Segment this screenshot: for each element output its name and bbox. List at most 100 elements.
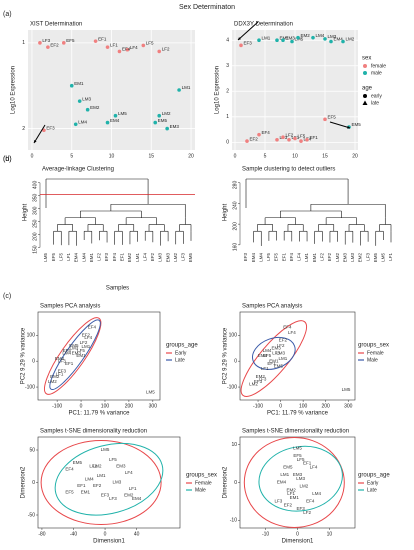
point-label: EF2 xyxy=(250,136,259,141)
point-label: LM5 xyxy=(293,446,302,451)
point-label: LF1 xyxy=(287,491,295,496)
x-tick-label: 0 xyxy=(104,531,107,537)
point xyxy=(323,118,327,122)
y-tick-label: 150 xyxy=(32,245,38,254)
point-label: LF1 xyxy=(129,486,137,491)
y-tick-label: 0 xyxy=(234,480,237,486)
y-tick-label: 200 xyxy=(32,232,38,241)
point xyxy=(70,84,74,88)
leaf-label: EM2 xyxy=(127,253,132,263)
point-label: EF5 xyxy=(65,489,74,494)
panel-letter: (d) xyxy=(3,156,12,163)
y-tick-label: 400 xyxy=(32,181,38,190)
point xyxy=(257,38,261,42)
plot-panel xyxy=(240,437,355,528)
leaf-label: LM5 xyxy=(43,253,48,262)
y-tick-label: 240 xyxy=(232,201,238,210)
point-label: EM5 xyxy=(274,364,284,369)
leaf-label: EM3 xyxy=(342,253,347,263)
chart-title: DDX3Y Determination xyxy=(234,22,293,28)
chart-title: Sample clustering to detect outliers xyxy=(242,167,335,173)
point xyxy=(62,41,66,45)
y-axis-label: Dimension2 xyxy=(223,466,229,498)
leaf-label: LF4 xyxy=(297,253,302,261)
point-label: LM2 xyxy=(249,382,258,387)
x-axis-label: PC1: 11.79 % variance xyxy=(267,411,329,417)
point-label: LF4 xyxy=(125,470,133,475)
leaf-label: LF1 xyxy=(388,253,393,261)
y-tick-label: -100 xyxy=(227,384,237,390)
point-label: LM3 xyxy=(296,476,305,481)
leaf-label: LF5 xyxy=(58,253,63,261)
point-label: LF1 xyxy=(261,366,269,371)
point-label: LM5 xyxy=(101,447,110,452)
x-tick-label: 20 xyxy=(352,153,358,159)
legend-title: groups_age xyxy=(358,473,390,479)
legend-label: Early xyxy=(175,350,187,356)
chart-title: Samples t-SNE dimensionality reduction xyxy=(40,429,147,435)
point-label: LM4 xyxy=(78,119,87,124)
leaf-label: LM1 xyxy=(304,253,309,262)
point-label: LM5 xyxy=(146,389,155,394)
point xyxy=(46,45,50,49)
legend-title: groups_sex xyxy=(186,473,217,479)
point-label: EF2 xyxy=(93,483,102,488)
leaf-label: EF3 xyxy=(104,253,109,262)
leaf-label: EM1 xyxy=(312,253,317,263)
leaf-label: EF5 xyxy=(274,253,279,262)
point-label: EF3 xyxy=(46,125,55,130)
leaf-label: EM5 xyxy=(373,253,378,263)
y-tick-label: 1 xyxy=(22,40,25,46)
point-label: LM1 xyxy=(278,356,287,361)
x-tick-label: 0 xyxy=(296,531,299,537)
leaf-label: LF5 xyxy=(266,253,271,261)
y-tick-label: 300 xyxy=(32,206,38,215)
point xyxy=(290,40,294,44)
point xyxy=(287,138,291,142)
point xyxy=(106,121,110,125)
point-label: EM1 xyxy=(74,81,84,86)
y-tick-label: 1 xyxy=(226,114,229,120)
y-tick-label: 0 xyxy=(32,480,35,486)
y-tick-label: 350 xyxy=(32,193,38,202)
point-label: LM2 xyxy=(346,37,355,42)
leaf-label: LF3 xyxy=(181,253,186,261)
point xyxy=(305,138,309,142)
legend-title: groups_sex xyxy=(358,343,389,349)
x-axis-label: PC1: 11.79 % variance xyxy=(69,411,131,417)
leaf-label: EF1 xyxy=(120,253,125,262)
y-tick-label: 160 xyxy=(232,243,238,252)
x-tick-label: -80 xyxy=(38,531,45,537)
x-axis-label: Dimension1 xyxy=(93,539,125,545)
point xyxy=(177,88,181,92)
point-label: EM5 xyxy=(73,460,83,465)
point-label: EF4 xyxy=(65,467,74,472)
point-label: EF3 xyxy=(244,41,253,46)
legend-label: female xyxy=(371,63,386,69)
legend-label: Female xyxy=(367,350,384,356)
point-label: LM2 xyxy=(93,463,102,468)
point-label: EM4 xyxy=(132,496,142,501)
point xyxy=(118,50,122,54)
x-tick-label: 0 xyxy=(80,403,83,409)
point xyxy=(94,39,98,43)
legend-label: Male xyxy=(367,357,378,363)
chart-title: Average-linkage Clustering xyxy=(42,167,114,173)
point-label: EM2 xyxy=(301,33,311,38)
point-label: LM1 xyxy=(97,473,106,478)
leaf-label: EM5 xyxy=(188,253,193,263)
point-label: LF4 xyxy=(288,330,296,335)
x-axis-label: Dimension1 xyxy=(282,539,314,545)
y-axis-label: Dimension2 xyxy=(21,466,27,498)
point xyxy=(153,121,157,125)
y-tick-label: 0 xyxy=(234,359,237,365)
point xyxy=(38,41,42,45)
y-tick-label: 250 xyxy=(32,219,38,228)
point xyxy=(323,37,327,41)
y-tick-label: 3 xyxy=(226,63,229,69)
point xyxy=(341,40,345,44)
legend-label: Female xyxy=(195,480,212,486)
point-label: LM4 xyxy=(312,491,321,496)
point xyxy=(275,138,279,142)
legend-swatch xyxy=(363,101,368,106)
